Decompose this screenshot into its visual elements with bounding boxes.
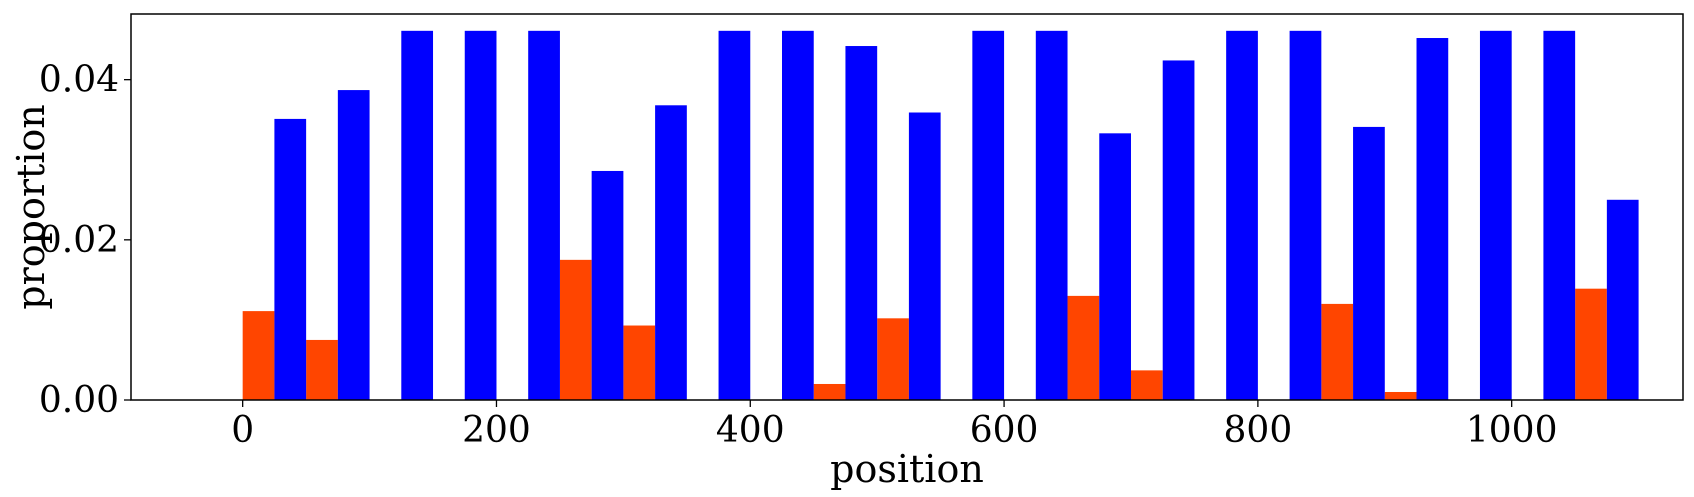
x-tick-label-3: 600 [970, 410, 1039, 451]
bar-series-0-4 [813, 383, 846, 400]
x-tick-label-2: 400 [716, 410, 785, 451]
bar-series-1-10 [908, 112, 941, 400]
x-tick-label-5: 1000 [1466, 410, 1558, 451]
y-tick-label-0: 0.00 [39, 380, 119, 421]
bar-series-1-16 [1289, 30, 1322, 400]
bar-series-1-14 [1162, 60, 1195, 400]
bar-series-1-5 [591, 170, 624, 400]
bar-series-1-7 [718, 30, 751, 400]
x-tick-label-1: 200 [462, 410, 531, 451]
bar-series-0-5 [877, 318, 909, 400]
bar-series-0-6 [1067, 295, 1100, 400]
bar-series-1-20 [1543, 30, 1576, 400]
bar-series-1-6 [655, 105, 687, 400]
ticks-layer: 0 200 400 600 800 1000 0.00 0.02 0.04 [39, 60, 1558, 451]
bar-series-1-13 [1099, 133, 1131, 400]
bar-series-1-17 [1353, 126, 1385, 401]
bar-series-1-21 [1606, 199, 1639, 400]
y-tick-label-1: 0.02 [39, 220, 119, 261]
plot-area-frame [130, 13, 1684, 401]
bar-series-0-10 [1575, 288, 1607, 400]
bars-layer [242, 30, 1639, 401]
x-tick-label-0: 0 [231, 410, 254, 451]
bar-series-1-15 [1226, 30, 1258, 400]
bar-series-1-3 [464, 30, 497, 400]
bar-series-1-18 [1416, 38, 1449, 401]
bar-series-0-0 [242, 311, 275, 400]
x-axis-label: position [830, 447, 984, 491]
y-axis-label: proportion [9, 104, 53, 310]
bar-series-1-0 [274, 118, 307, 400]
bar-series-0-3 [623, 325, 656, 400]
bar-series-1-19 [1479, 30, 1512, 400]
x-tick-label-4: 800 [1224, 410, 1293, 451]
bar-series-0-9 [1384, 391, 1417, 400]
bar-series-1-8 [782, 30, 814, 400]
bar-series-1-1 [337, 90, 370, 400]
bar-series-0-7 [1130, 370, 1163, 400]
bar-series-1-2 [401, 30, 434, 400]
y-tick-label-2: 0.04 [39, 60, 119, 101]
bar-series-0-8 [1321, 303, 1354, 400]
bar-series-1-4 [528, 30, 560, 400]
bar-series-1-12 [1035, 30, 1068, 400]
bar-series-0-2 [559, 259, 592, 400]
bar-series-1-9 [845, 46, 878, 400]
bar-series-0-1 [306, 339, 338, 400]
bar-series-1-11 [972, 30, 1005, 400]
